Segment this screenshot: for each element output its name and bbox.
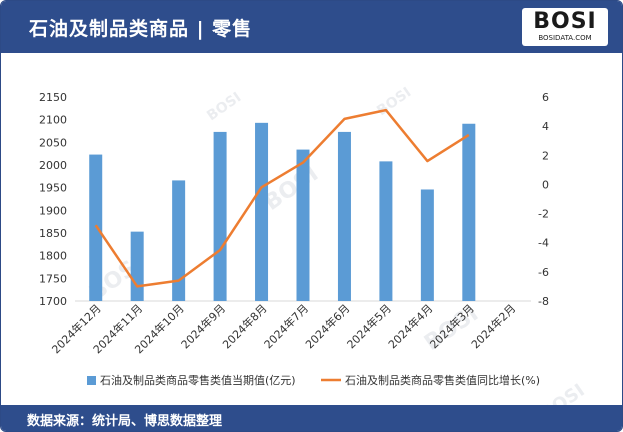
page-title: 石油及制品类商品 | 零售: [29, 18, 253, 40]
y-left-tick-label: 2050: [39, 136, 67, 149]
y-right-tick-label: -2: [538, 208, 549, 221]
bar: [213, 131, 227, 301]
legend: 石油及制品类商品零售类值当期值(亿元) 石油及制品类商品零售类值同比增长(%): [87, 373, 540, 387]
y-right-tick-label: 2: [542, 149, 549, 162]
legend-bar-swatch: [87, 376, 96, 385]
watermark-text: BOSI: [374, 84, 414, 119]
bar: [420, 189, 434, 301]
y-right-tick-label: -8: [538, 295, 549, 308]
y-right-tick-label: 4: [542, 120, 549, 133]
bar: [379, 161, 393, 301]
watermark-text: BOSI: [204, 89, 244, 124]
y-left-tick-label: 2000: [39, 159, 67, 172]
bar: [255, 122, 269, 301]
bar-series: [89, 122, 476, 301]
y-left-tick-label: 1900: [39, 204, 67, 217]
bar: [337, 131, 351, 301]
y-left-tick-label: 1700: [39, 295, 67, 308]
logo-text: BOSI: [533, 9, 597, 34]
legend-line-label: 石油及制品类商品零售类值同比增长(%): [345, 373, 540, 387]
bar: [89, 154, 103, 301]
bar: [130, 231, 144, 301]
footer-bar: 数据来源：统计局、博思数据整理: [1, 405, 622, 431]
bosi-logo: BOSI BOSIDATA.COM: [522, 8, 608, 46]
y-left-tick-label: 2150: [39, 91, 67, 104]
bar: [172, 180, 186, 301]
y-left-tick-label: 1750: [39, 272, 67, 285]
y-left-tick-label: 1950: [39, 182, 67, 195]
bar: [462, 123, 476, 301]
axes: 1700 1750 1800 1850 1900 1950 2000 2050 2100 2150…: [39, 91, 549, 308]
y-right-tick-label: -6: [538, 266, 549, 279]
y-left-tick-label: 1850: [39, 227, 67, 240]
y-right-tick-label: 0: [542, 178, 549, 191]
legend-bar-label: 石油及制品类商品零售类值当期值(亿元): [100, 373, 296, 387]
y-right-tick-label: 6: [542, 91, 549, 104]
y-right-tick-label: -4: [538, 237, 549, 250]
y-left-tick-label: 2100: [39, 114, 67, 127]
bar: [296, 149, 310, 301]
line-series: [94, 108, 470, 288]
watermark-text: BOSI: [537, 380, 589, 405]
data-source: 数据来源：统计局、博思数据整理: [27, 414, 223, 429]
x-axis-labels: 2024年12月2024年11月2024年10月2024年9月2024年8月20…: [49, 301, 519, 356]
y-left-tick-label: 1800: [39, 250, 67, 263]
growth-line: [94, 108, 470, 288]
logo-subtext: BOSIDATA.COM: [538, 34, 592, 42]
header-bar: 石油及制品类商品 | 零售 BOSI BOSIDATA.COM: [1, 1, 622, 53]
